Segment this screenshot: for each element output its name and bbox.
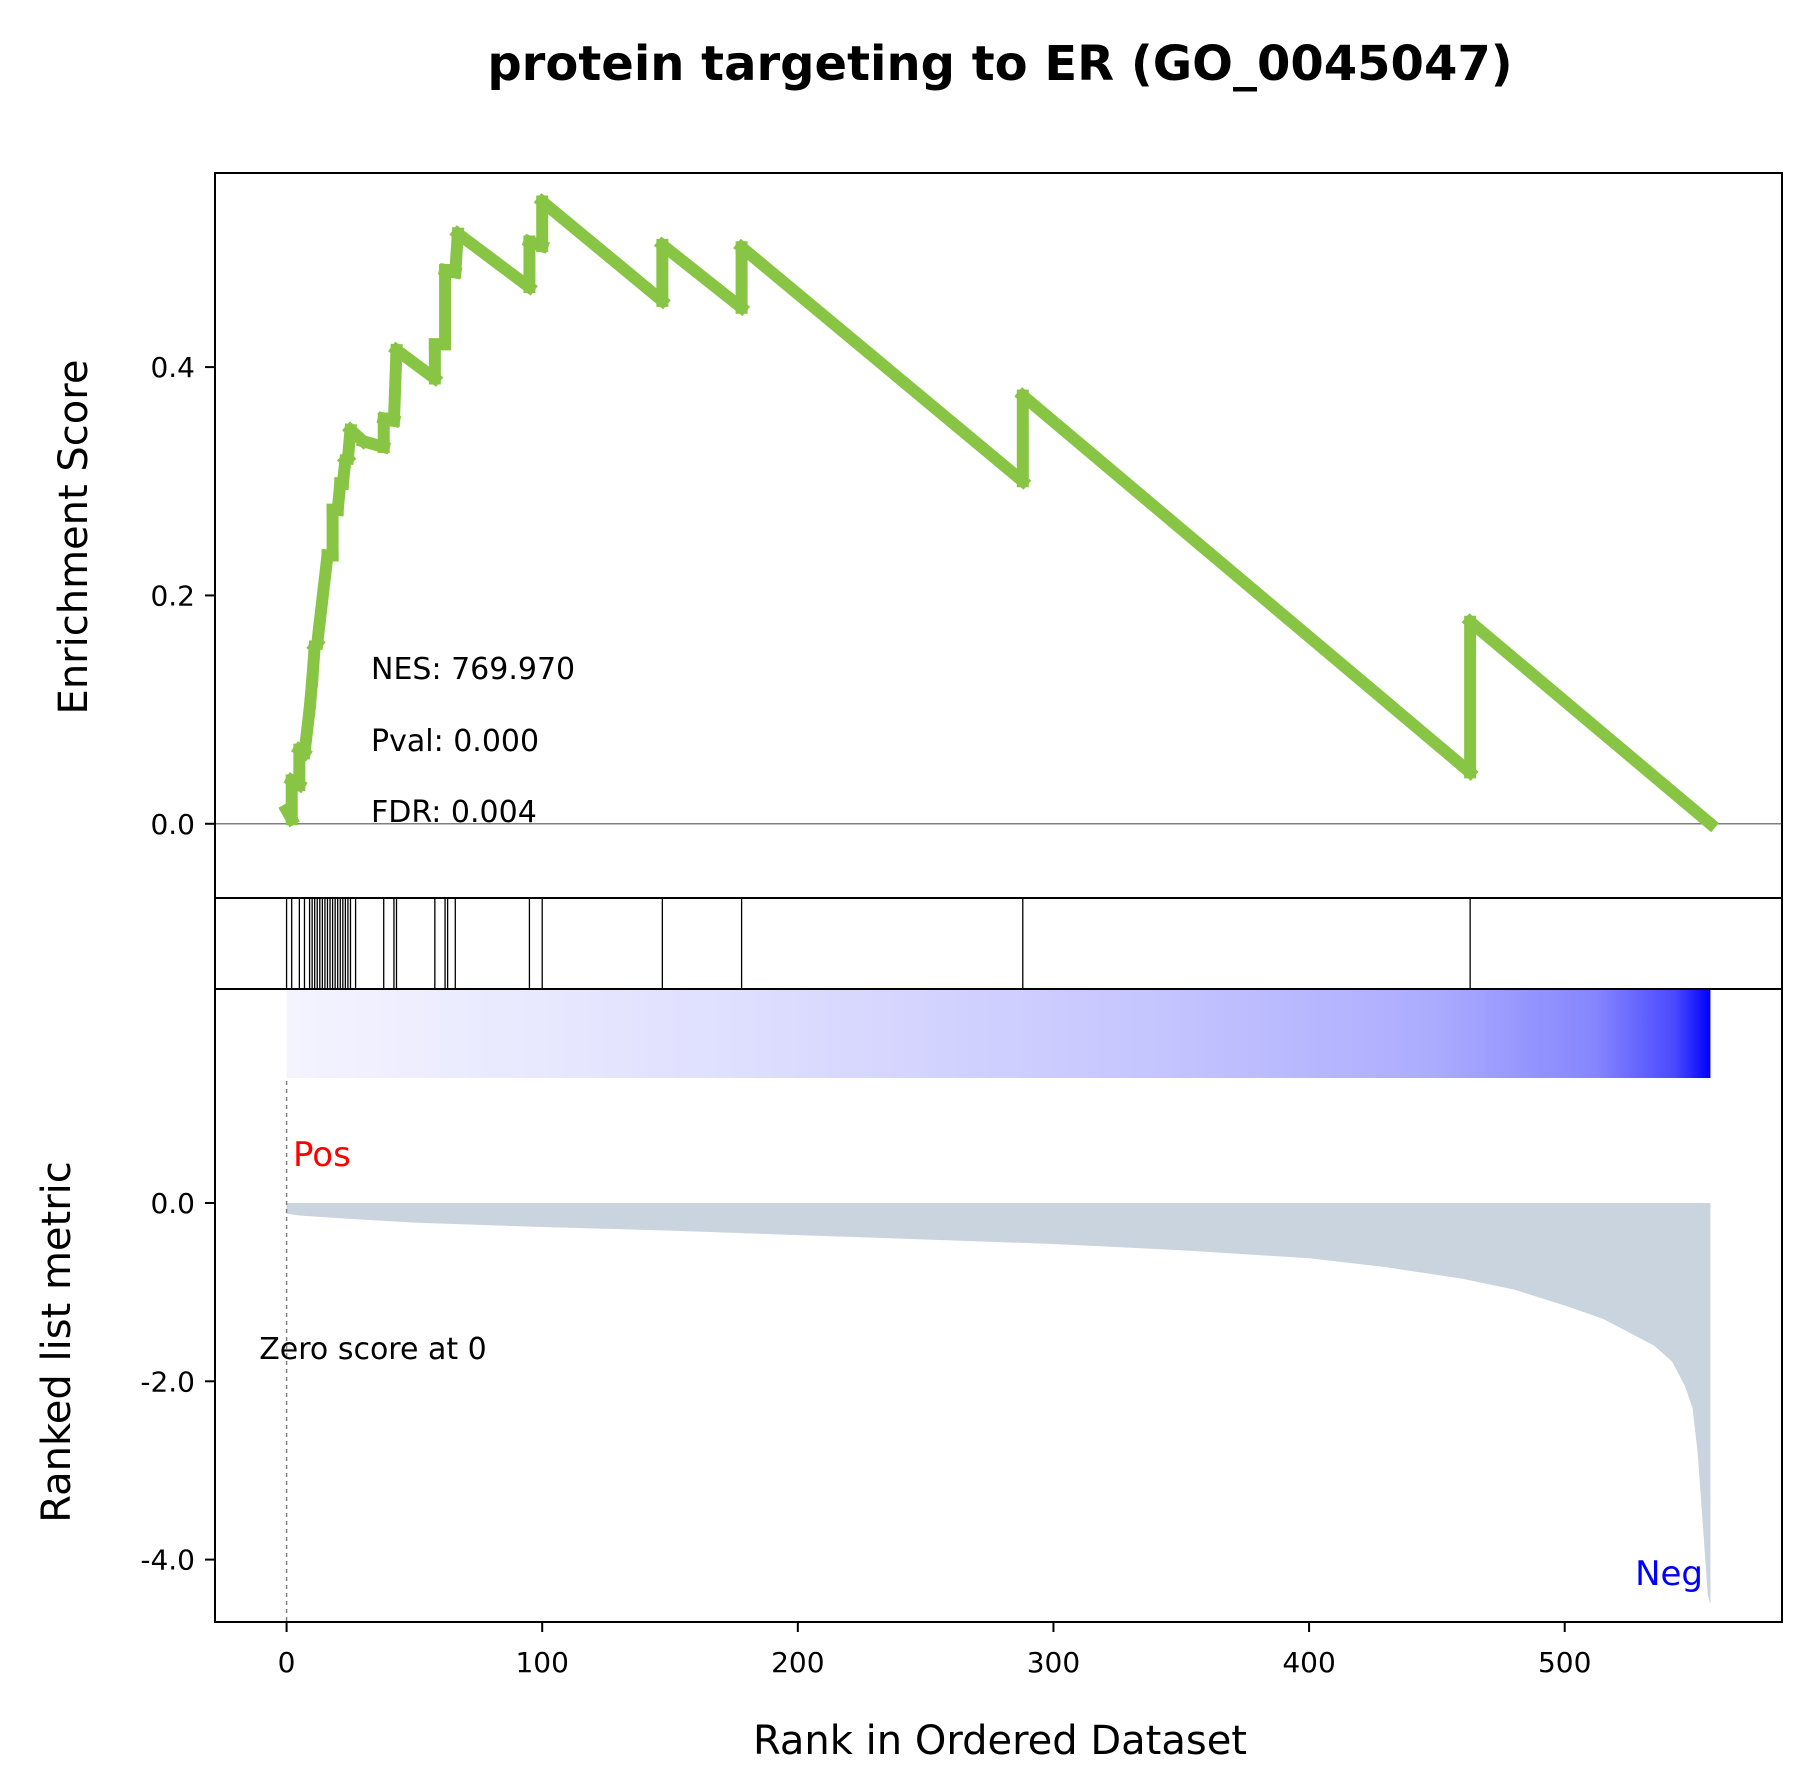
- ranked-metric-area: [286, 1202, 1711, 1605]
- nes-stat: NES: 769.970: [371, 652, 575, 687]
- ranked-y-tick-label: -2.0: [140, 1365, 195, 1398]
- es-line-segment: [1461, 613, 1719, 833]
- ranked-y-tick-label: 0.0: [150, 1187, 195, 1220]
- es-y-tick-label: 0.4: [150, 351, 195, 384]
- x-tick-label: 200: [771, 1646, 824, 1679]
- fdr-stat: FDR: 0.004: [371, 795, 537, 830]
- es-line-segment: [733, 238, 1032, 490]
- hits-panel: [214, 897, 1783, 990]
- es-line-segment: [449, 225, 538, 296]
- zero-score-text: Zero score at 0: [259, 1332, 487, 1367]
- stats-group: NES: 769.970 Pval: 0.000 FDR: 0.004: [371, 652, 575, 830]
- rank-heatmap-bar: [286, 989, 1711, 1078]
- es-y-ticks: 0.0 0.2 0.4: [150, 351, 215, 841]
- es-line-group: [278, 193, 1719, 833]
- x-axis-label: Rank in Ordered Dataset: [753, 1718, 1247, 1764]
- es-line-segment: [388, 341, 444, 387]
- es-y-tick-label: 0.0: [150, 808, 195, 841]
- ranked-y-tick-label: -4.0: [140, 1544, 195, 1577]
- x-tick-label: 500: [1538, 1646, 1591, 1679]
- es-line-segment: [297, 702, 317, 760]
- es-line-segment: [653, 236, 751, 317]
- hits-panel-frame: [214, 897, 1783, 990]
- es-line-segment: [310, 548, 335, 651]
- hit-lines: [285, 898, 1471, 989]
- chart-title: protein targeting to ER (GO_0045047): [487, 36, 1512, 92]
- x-tick-label: 400: [1282, 1646, 1335, 1679]
- es-line-segment: [1014, 387, 1479, 781]
- es-line-segment: [533, 193, 671, 310]
- pos-label: Pos: [293, 1135, 351, 1175]
- es-y-tick-label: 0.2: [150, 579, 195, 612]
- x-tick-label: 100: [515, 1646, 568, 1679]
- ranked-y-axis-label: Ranked list metric: [34, 1161, 80, 1523]
- pval-stat: Pval: 0.000: [371, 724, 539, 759]
- x-tick-label: 300: [1027, 1646, 1080, 1679]
- x-ticks: 0 100 200 300 400 500: [278, 1622, 1591, 1679]
- es-line-segment: [387, 343, 403, 427]
- ranked-list-panel: 0.0 -2.0 -4.0 Pos Neg Zero score at 0 Rank…: [34, 988, 1783, 1623]
- ranked-y-ticks: 0.0 -2.0 -4.0: [140, 1187, 215, 1577]
- neg-label: Neg: [1635, 1554, 1703, 1594]
- ranked-panel-frame: [214, 988, 1783, 1623]
- x-tick-label: 0: [278, 1646, 296, 1679]
- enrichment-score-panel: 0.0 0.2 0.4 NES: 769.970 Pval: 0.000 FDR: …: [51, 172, 1783, 899]
- es-y-axis-label: Enrichment Score: [51, 360, 97, 715]
